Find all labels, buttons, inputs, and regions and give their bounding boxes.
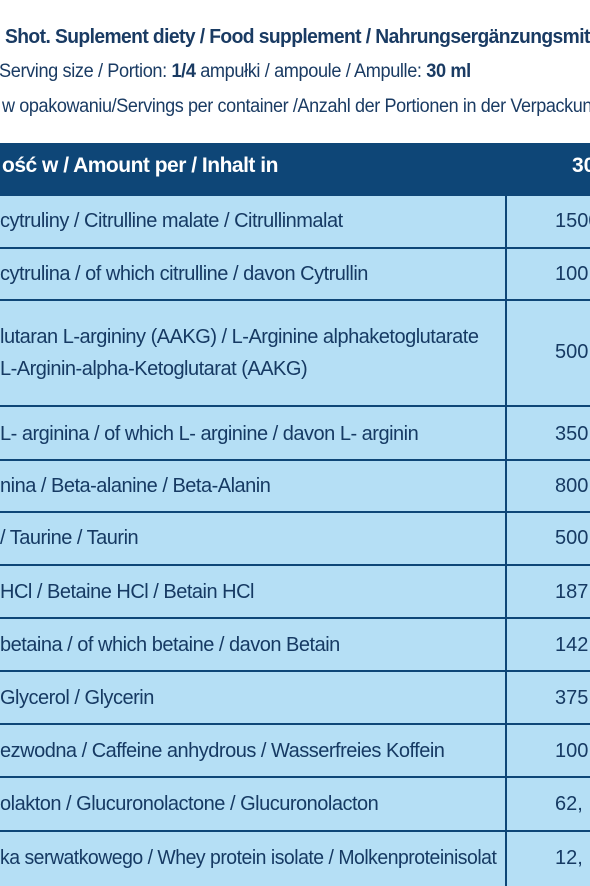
table-row: HCl / Betaine HCl / Betain HCl 187, — [0, 564, 590, 617]
table-row: betaina / of which betaine / davon Betai… — [0, 617, 590, 670]
ingredient-name: Glycerol / Glycerin — [0, 687, 154, 709]
ingredient-value: 375 — [555, 687, 589, 709]
ingredient-name: L- arginina / of which L- arginine / dav… — [0, 423, 419, 445]
label-header: Shot. Suplement diety / Food supplement … — [0, 0, 590, 143]
ingredient-value: 12, — [555, 847, 583, 869]
table-row: ezwodna / Caffeine anhydrous / Wasserfre… — [0, 723, 590, 776]
table-header: ość w / Amount per / Inhalt in 30 — [0, 143, 590, 194]
table-row: cytruliny / Citrulline malate / Citrulli… — [0, 194, 590, 247]
ingredient-value: 187, — [555, 581, 590, 603]
servings-per-container-line: w opakowaniu/Servings per container /Anz… — [2, 96, 590, 117]
ingredient-value: 350 — [555, 423, 589, 445]
serving-fraction: 1/4 — [171, 61, 196, 82]
ingredient-name: ezwodna / Caffeine anhydrous / Wasserfre… — [0, 740, 445, 762]
table-row: olakton / Glucuronolactone / Glucuronola… — [0, 776, 590, 830]
ingredient-value: 1500 — [555, 210, 590, 232]
table-row: lutaran L-argininy (AAKG) / L-Arginine a… — [0, 299, 590, 405]
nutrition-table: ość w / Amount per / Inhalt in 30 cytrul… — [0, 143, 590, 886]
ingredient-name: nina / Beta-alanine / Beta-Alanin — [0, 475, 271, 497]
serving-size-label: Serving size / Portion: — [0, 61, 172, 82]
ingredient-name: lutaran L-argininy (AAKG) / L-Arginine a… — [0, 326, 479, 348]
table-row: cytrulina / of which citrulline / davon … — [0, 247, 590, 299]
table-row: Glycerol / Glycerin 375 — [0, 670, 590, 723]
product-title: Shot. Suplement diety / Food supplement … — [5, 26, 590, 48]
column-header-amount: ość w / Amount per / Inhalt in — [2, 154, 278, 177]
column-header-value: 30 — [572, 154, 590, 177]
ingredient-name: / Taurine / Taurin — [0, 527, 139, 549]
ingredient-name: betaina / of which betaine / davon Betai… — [0, 634, 340, 656]
ingredient-value: 500 — [555, 341, 589, 363]
serving-size-line: Serving size / Portion: 1/4 ampułki / am… — [0, 61, 471, 83]
table-row: L- arginina / of which L- arginine / dav… — [0, 405, 590, 459]
ingredient-name: HCl / Betaine HCl / Betain HCl — [0, 581, 254, 603]
table-row: / Taurine / Taurin 500 — [0, 511, 590, 564]
ingredient-name: cytrulina / of which citrulline / davon … — [0, 263, 368, 285]
table-row: nina / Beta-alanine / Beta-Alanin 800 — [0, 459, 590, 511]
column-divider — [505, 143, 507, 886]
ingredient-value: 500 — [555, 527, 589, 549]
ingredient-value: 800 — [555, 475, 589, 497]
ingredient-value: 100 — [555, 263, 589, 285]
ingredient-value: 62, — [555, 793, 583, 815]
ingredient-value: 100 — [555, 740, 589, 762]
ingredient-name: cytruliny / Citrulline malate / Citrulli… — [0, 210, 343, 232]
serving-unit-label: ampułki / ampoule / Ampulle: — [195, 61, 427, 82]
ingredient-value: 142, — [555, 634, 590, 656]
ingredient-name-continued: L-Arginin-alpha-Ketoglutarat (AAKG) — [0, 358, 308, 380]
serving-volume: 30 ml — [426, 61, 471, 82]
ingredient-name: olakton / Glucuronolactone / Glucuronola… — [0, 793, 379, 815]
table-row: ka serwatkowego / Whey protein isolate /… — [0, 830, 590, 886]
ingredient-name: ka serwatkowego / Whey protein isolate /… — [0, 847, 497, 869]
